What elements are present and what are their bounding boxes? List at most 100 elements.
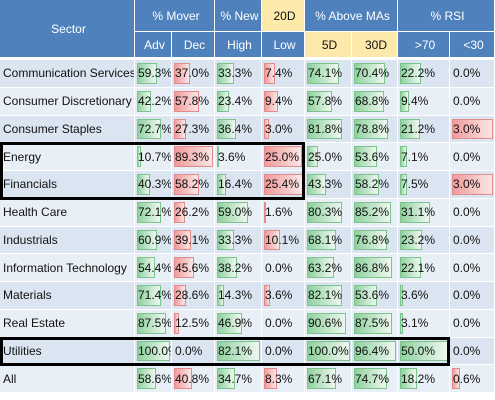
cell-text: 57.8% [308, 94, 343, 109]
cell-text: 10.1% [265, 232, 300, 247]
data-bar [354, 368, 387, 389]
sector-cell: Real Estate [0, 309, 135, 338]
cell-text: 14.3% [218, 288, 253, 303]
value-cell: 100.0% [135, 337, 172, 366]
value-cell: 100.0% [305, 337, 352, 366]
value-cell: 89.3% [172, 143, 215, 171]
data-bar [264, 63, 276, 84]
value-cell: 40.3% [135, 171, 172, 199]
data-bar [217, 146, 219, 167]
cell-text: 3.6% [265, 288, 293, 303]
data-bar [400, 90, 410, 112]
data-bar [400, 312, 403, 334]
value-cell: 82.1% [305, 282, 352, 310]
data-bar [307, 146, 318, 167]
cell-text: 26.2% [175, 205, 210, 220]
header-column: Adv [135, 32, 172, 58]
data-bar [354, 340, 396, 362]
data-bar [174, 201, 186, 223]
value-cell: 85.2% [352, 198, 398, 227]
cell-text: 1.6% [265, 205, 293, 220]
data-bar [354, 201, 392, 223]
value-cell: 9.4% [262, 87, 305, 116]
cell-text: Consumer Discretionary [3, 94, 132, 109]
cell-text: 86.8% [355, 260, 390, 275]
cell-text: 31.1% [401, 205, 436, 220]
data-bar [174, 63, 191, 84]
value-cell: 10.1% [262, 226, 305, 255]
value-cell: 59.0% [215, 198, 262, 227]
cell-text: 53.6% [355, 149, 390, 164]
value-cell: 58.2% [172, 171, 215, 199]
value-cell: 10.7% [135, 143, 172, 171]
value-cell: 3.0% [262, 115, 305, 144]
data-bar [137, 63, 157, 84]
value-cell: 53.6% [352, 282, 398, 310]
cell-text: 100.0% [308, 343, 349, 358]
cell-text: 0.0% [453, 288, 481, 303]
data-bar [400, 118, 421, 140]
cell-text: 46.9% [218, 316, 253, 331]
header-sector: Sector [0, 0, 135, 58]
value-cell: 3.6% [262, 282, 305, 310]
cell-text: Low [273, 37, 296, 52]
data-bar [307, 340, 350, 362]
value-cell: 1.6% [262, 198, 305, 227]
sector-cell: Financials [0, 171, 135, 199]
value-cell: 23.4% [215, 87, 262, 116]
value-cell: 12.5% [172, 309, 215, 338]
value-cell: 3.0% [450, 171, 495, 199]
cell-text: 18.2% [401, 371, 436, 386]
cell-text: 74.1% [308, 66, 343, 81]
data-bar [264, 368, 277, 389]
cell-text: >70 [414, 37, 436, 52]
value-cell: 3.1% [398, 309, 450, 338]
cell-text: 74.7% [355, 371, 390, 386]
cell-text: 59.0% [218, 205, 253, 220]
value-cell: 0.0% [450, 143, 495, 171]
cell-text: Consumer Staples [3, 121, 102, 136]
value-cell: 26.2% [172, 198, 215, 227]
value-cell: 60.9% [135, 226, 172, 255]
cell-text: 40.8% [175, 371, 210, 386]
value-cell: 37.0% [172, 60, 215, 88]
cell-text: 54.4% [138, 260, 172, 275]
value-cell: 96.4% [352, 337, 398, 366]
cell-text: 82.1% [218, 343, 253, 358]
header-group: % RSI [398, 0, 495, 32]
value-cell: 87.5% [352, 309, 398, 338]
cell-text: 87.5% [355, 316, 390, 331]
cell-text: 72.7% [138, 121, 172, 136]
value-cell: 50.0% [398, 337, 450, 366]
data-bar [452, 118, 493, 140]
cell-text: % RSI [430, 8, 465, 23]
header-group: 20D [262, 0, 305, 32]
cell-text: 22.1% [401, 260, 436, 275]
value-cell: 22.2% [398, 60, 450, 88]
cell-text: 100.0% [138, 343, 171, 358]
sector-cell: Materials [0, 282, 135, 310]
value-cell: 45.6% [172, 254, 215, 282]
cell-text: 30D [364, 37, 387, 52]
value-cell: 22.1% [398, 254, 450, 282]
cell-text: 7.1% [401, 149, 429, 164]
header-column: Low [262, 32, 305, 58]
cell-text: 57.8% [175, 94, 210, 109]
cell-text: Industrials [3, 232, 58, 247]
value-cell: 8.3% [262, 365, 305, 393]
value-cell: 25.4% [262, 171, 305, 199]
cell-text: Sector [51, 21, 86, 36]
data-bar [174, 229, 192, 251]
cell-text: Communication Services [3, 66, 135, 81]
value-cell: 40.8% [172, 365, 215, 393]
cell-text: 0.0% [175, 343, 203, 358]
value-cell: 7.1% [398, 143, 450, 171]
cell-text: % New [220, 8, 259, 23]
cell-text: 33.3% [218, 66, 253, 81]
header-column: 5D [305, 32, 352, 58]
cell-text: 16.4% [218, 177, 253, 192]
cell-text: 0.0% [453, 66, 481, 81]
data-bar [137, 229, 158, 251]
value-cell: 86.8% [352, 254, 398, 282]
value-cell: 0.0% [450, 337, 495, 366]
